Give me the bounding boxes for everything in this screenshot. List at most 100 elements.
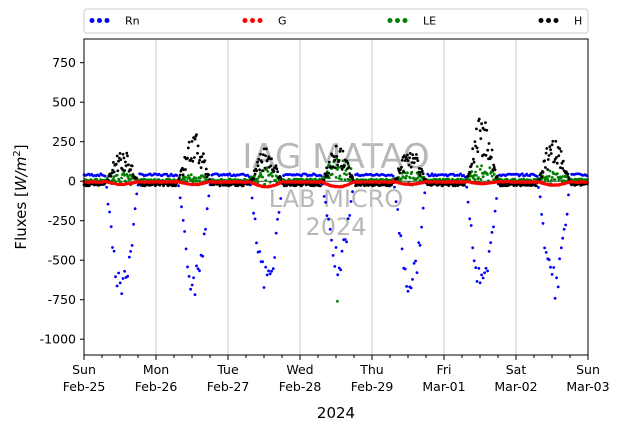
point-h [186, 156, 189, 160]
point-le [345, 173, 348, 177]
point-rn [202, 232, 206, 236]
point-h [406, 159, 410, 163]
point-rn [262, 286, 266, 289]
point-rn [415, 271, 419, 274]
point-rn [187, 275, 191, 278]
point-rn [348, 214, 352, 217]
point-h [546, 168, 549, 171]
point-rn [537, 186, 540, 189]
point-rn [477, 267, 481, 270]
point-rn [393, 185, 396, 189]
point-h [475, 127, 478, 131]
point-rn [108, 210, 111, 214]
point-h [553, 160, 556, 164]
point-rn [319, 174, 323, 178]
point-h [417, 170, 421, 174]
y-tick-label: -1000 [40, 332, 76, 347]
point-h [340, 164, 343, 168]
point-le [191, 180, 195, 184]
point-h [261, 169, 264, 173]
point-rn [489, 241, 493, 245]
point-rn [331, 254, 335, 257]
point-le [477, 176, 480, 180]
y-axis-title-end: ] [12, 144, 30, 150]
point-h [264, 154, 267, 158]
point-h [326, 174, 330, 178]
point-h [181, 173, 185, 177]
point-h [472, 160, 476, 164]
point-rn [180, 205, 183, 209]
point-h [469, 165, 473, 168]
point-le [546, 177, 549, 181]
point-h [252, 177, 256, 181]
point-h [193, 156, 196, 159]
point-rn [480, 273, 483, 277]
point-h [324, 172, 328, 176]
point-h [204, 172, 208, 176]
point-rn [394, 200, 398, 204]
point-le [340, 178, 343, 181]
point-rn [324, 200, 327, 204]
point-h [275, 167, 279, 171]
point-rn [190, 283, 194, 287]
point-rn [273, 256, 276, 259]
point-h [126, 163, 130, 167]
point-rn [105, 185, 109, 189]
point-rn [121, 277, 125, 280]
point-h [256, 164, 260, 168]
point-h [88, 184, 91, 188]
point-rn [270, 269, 273, 273]
point-rn [484, 266, 488, 270]
legend-marker [546, 18, 551, 23]
point-h [396, 177, 399, 181]
point-h [544, 166, 547, 169]
point-le [490, 174, 494, 178]
legend-marker [553, 18, 559, 23]
point-le [418, 178, 422, 182]
point-rn [472, 259, 476, 263]
y-axis: -1000 -750 -500 -250 0 250 500 750 [40, 55, 84, 347]
point-rn [405, 285, 408, 288]
point-h [253, 172, 257, 176]
point-le [111, 177, 115, 181]
point-h [479, 137, 483, 141]
point-h [337, 159, 341, 162]
point-h [343, 164, 346, 168]
point-h [262, 147, 266, 151]
point-le [486, 173, 489, 176]
point-h [130, 164, 134, 168]
point-h [119, 158, 123, 162]
point-h [255, 169, 258, 173]
point-h [420, 169, 424, 173]
y-axis-title-main: Fluxes [ [12, 191, 30, 249]
point-h [340, 168, 344, 171]
point-rn [340, 249, 344, 253]
point-rn [189, 287, 193, 291]
y-tick-label: -500 [48, 253, 76, 268]
point-le [491, 170, 495, 174]
point-rn [567, 193, 570, 197]
legend-marker [97, 18, 102, 23]
point-rn [552, 266, 556, 269]
point-rn [414, 259, 417, 263]
watermark-line: 2024 [305, 213, 366, 241]
point-h [124, 160, 127, 164]
point-h [544, 151, 548, 155]
point-h [329, 166, 333, 169]
point-h [545, 147, 549, 150]
point-le [416, 176, 420, 180]
point-rn [459, 172, 462, 176]
point-rn [114, 275, 117, 279]
point-h [122, 156, 126, 160]
point-le [263, 182, 267, 186]
point-rn [117, 271, 120, 275]
legend-marker [104, 18, 110, 23]
point-rn [349, 200, 353, 203]
point-h [115, 154, 119, 158]
x-axis: Sun Feb-25 Mon Feb-26 Tue Feb-27 Wed Feb-28 Thu F… [63, 355, 610, 394]
point-h [549, 152, 553, 155]
point-rn [177, 184, 181, 188]
point-rn [540, 213, 543, 216]
